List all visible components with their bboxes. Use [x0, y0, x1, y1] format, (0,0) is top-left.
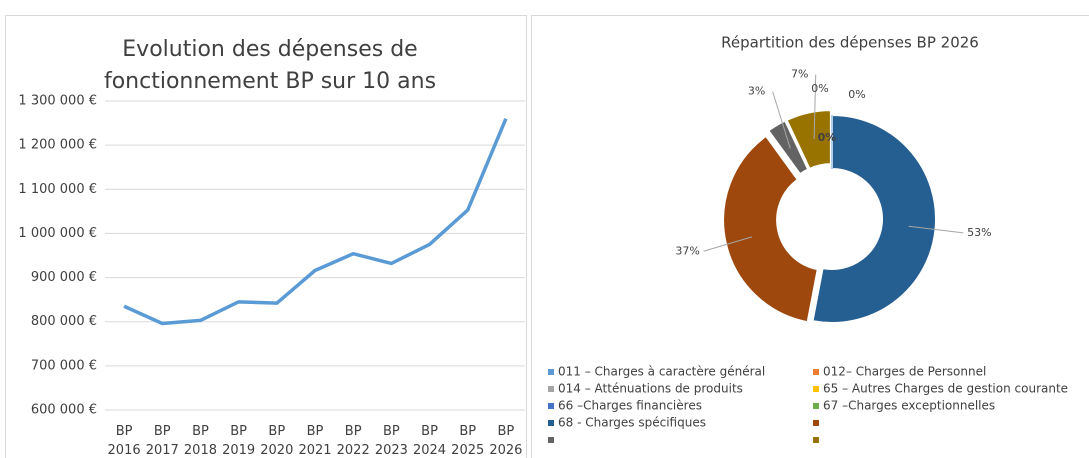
leader-line [908, 225, 964, 234]
legend-swatch [548, 403, 554, 409]
chart-title: Evolution des dépenses de fonctionnement … [104, 37, 436, 94]
y-tick-label: 1 200 000 € [18, 138, 97, 153]
data-label: 0% [818, 131, 837, 144]
x-tick-label: BP 2018 [184, 424, 217, 458]
y-tick-label: 800 000 € [31, 314, 97, 329]
x-tick-label: BP 2020 [260, 424, 293, 458]
x-tick-label: BP 2023 [375, 424, 408, 458]
x-tick-label: BP 2017 [146, 424, 179, 458]
data-label: 7% [791, 68, 808, 81]
legend-swatch [813, 420, 819, 426]
x-tick-label: BP 2021 [298, 424, 331, 458]
right-panel [531, 15, 1089, 458]
legend-swatch [813, 369, 819, 375]
legend-label: 011 – Charges à caractère général [558, 365, 765, 379]
legend-swatch [548, 386, 554, 392]
legend-label: 65 – Autres Charges de gestion courante [823, 382, 1068, 396]
x-tick-label: BP 2024 [413, 424, 446, 458]
y-tick-label: 1 000 000 € [18, 226, 97, 241]
leader-line [703, 236, 753, 252]
y-tick-label: 700 000 € [31, 358, 97, 373]
x-tick-label: BP 2025 [451, 424, 484, 458]
legend-swatch [813, 386, 819, 392]
data-label: 3% [748, 85, 765, 98]
legend-swatch [813, 437, 819, 443]
legend-swatch [548, 437, 554, 443]
x-tick-label: BP 2022 [337, 424, 370, 458]
legend-swatch [548, 369, 554, 375]
leader-line [813, 74, 817, 139]
x-tick-label: BP 2016 [108, 424, 141, 458]
x-tick-label: BP 2026 [489, 424, 522, 458]
legend-label: 67 –Charges exceptionnelles [823, 399, 995, 413]
legend-swatch [813, 403, 819, 409]
leader-line [772, 91, 791, 149]
x-tick-label: BP 2019 [222, 424, 255, 458]
y-tick-label: 1 300 000 € [18, 94, 97, 109]
data-label: 37% [675, 244, 699, 257]
donut-slice [811, 113, 937, 324]
legend-label: 012– Charges de Personnel [823, 365, 986, 379]
data-label: 53% [967, 226, 991, 239]
legend-swatch [548, 420, 554, 426]
legend-label: 66 –Charges financières [558, 399, 702, 413]
y-tick-label: 600 000 € [31, 403, 97, 418]
legend-label: 014 – Atténuations de produits [558, 382, 743, 396]
donut-slice [722, 134, 819, 324]
donut-slice [766, 119, 810, 176]
donut-slice [785, 109, 832, 171]
y-tick-label: 1 100 000 € [18, 182, 97, 197]
line-series [123, 117, 508, 326]
chart-title: Répartition des dépenses BP 2026 [721, 34, 979, 52]
data-label: 0% [848, 88, 865, 101]
legend-label: 68 - Charges spécifiques [558, 416, 706, 430]
y-tick-label: 900 000 € [31, 270, 97, 285]
data-label: 0% [811, 82, 828, 95]
